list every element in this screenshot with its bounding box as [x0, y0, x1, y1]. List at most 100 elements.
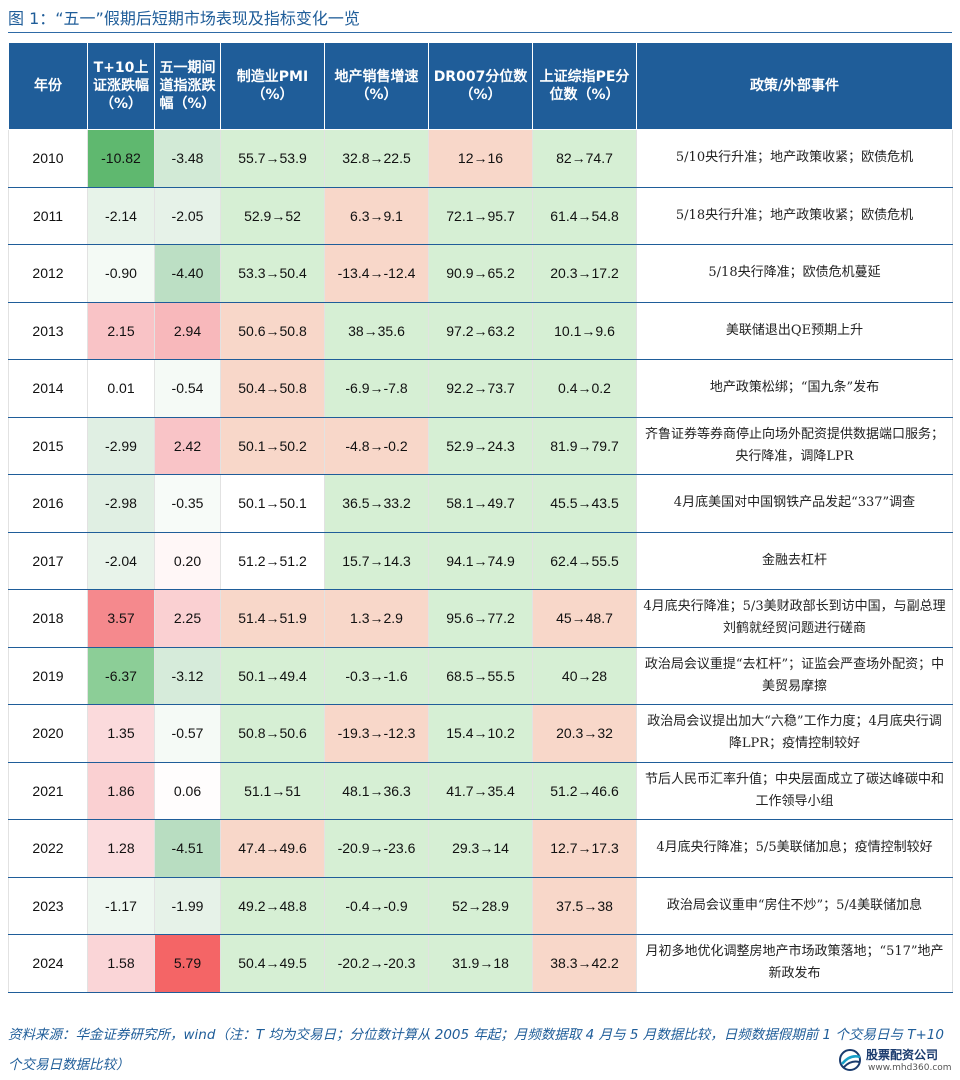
cell-pe: 10.1→9.6 — [532, 301, 637, 360]
cell-t10-return: -6.37 — [87, 646, 155, 705]
cell-realestate-growth: -4.8→-0.2 — [324, 416, 429, 475]
cell-year: 2010 — [8, 129, 88, 188]
cell-realestate-growth: 36.5→33.2 — [324, 474, 429, 533]
cell-year: 2019 — [8, 646, 88, 705]
table-row: 2024 1.58 5.79 50.4→49.5 -20.2→-20.3 31.9→18 3… — [8, 934, 953, 993]
cell-dr007: 90.9→65.2 — [428, 244, 533, 303]
cell-t10-return: 1.86 — [87, 761, 155, 820]
cell-dow-return: 2.94 — [154, 301, 221, 360]
cell-pe: 20.3→32 — [532, 704, 637, 763]
cell-pe: 40→28 — [532, 646, 637, 705]
cell-dow-return: -3.12 — [154, 646, 221, 705]
source-note: 资料来源：华金证券研究所，wind（注：T 均为交易日；分位数计算从 2005 … — [8, 1027, 944, 1073]
table-row: 2013 2.15 2.94 50.6→50.8 38→35.6 97.2→63.2 10.… — [8, 301, 953, 360]
cell-dr007: 58.1→49.7 — [428, 474, 533, 533]
cell-t10-return: 2.15 — [87, 301, 155, 360]
cell-events: 4月底央行降准；5/3美财政部长到访中国，与副总理刘鹤就经贸问题进行磋商 — [636, 589, 953, 648]
cell-pe: 45.5→43.5 — [532, 474, 637, 533]
table-row: 2011 -2.14 -2.05 52.9→52 6.3→9.1 72.1→95.7 61.… — [8, 186, 953, 245]
cell-pmi: 50.8→50.6 — [220, 704, 325, 763]
cell-pe: 37.5→38 — [532, 876, 637, 935]
cell-pmi: 51.2→51.2 — [220, 531, 325, 590]
cell-t10-return: -2.14 — [87, 186, 155, 245]
cell-pmi: 51.1→51 — [220, 761, 325, 820]
cell-dr007: 68.5→55.5 — [428, 646, 533, 705]
header-dow: 五一期间道指涨跌幅（%） — [154, 42, 221, 130]
table-row: 2014 0.01 -0.54 50.4→50.8 -6.9→-7.8 92.2→73.7… — [8, 359, 953, 418]
cell-dow-return: -1.99 — [154, 876, 221, 935]
logo-url: www.mhd360.com — [868, 1063, 952, 1073]
header-year: 年份 — [8, 42, 88, 130]
table-row: 2019 -6.37 -3.12 50.1→49.4 -0.3→-1.6 68.5→55.… — [8, 646, 953, 705]
cell-pmi: 49.2→48.8 — [220, 876, 325, 935]
cell-pmi: 52.9→52 — [220, 186, 325, 245]
cell-dr007: 95.6→77.2 — [428, 589, 533, 648]
cell-year: 2021 — [8, 761, 88, 820]
cell-realestate-growth: -20.9→-23.6 — [324, 819, 429, 878]
cell-year: 2018 — [8, 589, 88, 648]
table-row: 2022 1.28 -4.51 47.4→49.6 -20.9→-23.6 29.3→14… — [8, 819, 953, 878]
header-pe: 上证综指PE分位数（%） — [532, 42, 637, 130]
cell-pmi: 50.4→49.5 — [220, 934, 325, 993]
cell-events: 5/18央行降准；欧债危机蔓延 — [636, 244, 953, 303]
cell-pmi: 55.7→53.9 — [220, 129, 325, 188]
cell-dow-return: -4.51 — [154, 819, 221, 878]
cell-dow-return: 0.20 — [154, 531, 221, 590]
cell-pe: 82→74.7 — [532, 129, 637, 188]
cell-pe: 51.2→46.6 — [532, 761, 637, 820]
cell-realestate-growth: 48.1→36.3 — [324, 761, 429, 820]
cell-realestate-growth: -19.3→-12.3 — [324, 704, 429, 763]
cell-year: 2012 — [8, 244, 88, 303]
table-row: 2018 3.57 2.25 51.4→51.9 1.3→2.9 95.6→77.2 45→… — [8, 589, 953, 648]
cell-realestate-growth: -0.4→-0.9 — [324, 876, 429, 935]
cell-realestate-growth: -20.2→-20.3 — [324, 934, 429, 993]
cell-pe: 45→48.7 — [532, 589, 637, 648]
cell-t10-return: -2.99 — [87, 416, 155, 475]
cell-dr007: 31.9→18 — [428, 934, 533, 993]
cell-pe: 62.4→55.5 — [532, 531, 637, 590]
cell-pmi: 53.3→50.4 — [220, 244, 325, 303]
cell-dr007: 52→28.9 — [428, 876, 533, 935]
cell-pmi: 47.4→49.6 — [220, 819, 325, 878]
cell-pe: 81.9→79.7 — [532, 416, 637, 475]
cell-year: 2017 — [8, 531, 88, 590]
cell-dow-return: -2.05 — [154, 186, 221, 245]
title-divider — [8, 32, 952, 33]
cell-dr007: 29.3→14 — [428, 819, 533, 878]
cell-year: 2022 — [8, 819, 88, 878]
cell-dow-return: -3.48 — [154, 129, 221, 188]
table-row: 2010 -10.82 -3.48 55.7→53.9 32.8→22.5 12→16 82… — [8, 129, 953, 188]
cell-year: 2011 — [8, 186, 88, 245]
page-title: 图 1：“五一”假期后短期市场表现及指标变化一览 — [8, 9, 360, 28]
cell-dow-return: -0.35 — [154, 474, 221, 533]
cell-pe: 38.3→42.2 — [532, 934, 637, 993]
cell-year: 2016 — [8, 474, 88, 533]
header-realestate: 地产销售增速（%） — [324, 42, 429, 130]
cell-t10-return: -0.90 — [87, 244, 155, 303]
cell-realestate-growth: 6.3→9.1 — [324, 186, 429, 245]
table-row: 2023 -1.17 -1.99 49.2→48.8 -0.4→-0.9 52→28.9 3… — [8, 876, 953, 935]
cell-dow-return: 0.06 — [154, 761, 221, 820]
header-dr007: DR007分位数（%） — [428, 42, 533, 130]
cell-pe: 12.7→17.3 — [532, 819, 637, 878]
cell-dow-return: -0.54 — [154, 359, 221, 418]
cell-t10-return: 1.58 — [87, 934, 155, 993]
cell-pmi: 50.1→49.4 — [220, 646, 325, 705]
cell-year: 2023 — [8, 876, 88, 935]
cell-dr007: 15.4→10.2 — [428, 704, 533, 763]
cell-events: 月初多地优化调整房地产市场政策落地；“517”地产新政发布 — [636, 934, 953, 993]
cell-dr007: 94.1→74.9 — [428, 531, 533, 590]
cell-pe: 0.4→0.2 — [532, 359, 637, 418]
market-performance-table: 年份 T+10上证涨跌幅（%） 五一期间道指涨跌幅（%） 制造业PMI（%） 地… — [8, 42, 953, 993]
header-row: 年份 T+10上证涨跌幅（%） 五一期间道指涨跌幅（%） 制造业PMI（%） 地… — [8, 42, 953, 130]
cell-events: 4月底央行降准；5/5美联储加息；疫情控制较好 — [636, 819, 953, 878]
cell-dow-return: -0.57 — [154, 704, 221, 763]
cell-pmi: 50.4→50.8 — [220, 359, 325, 418]
cell-dow-return: 5.79 — [154, 934, 221, 993]
cell-t10-return: -2.04 — [87, 531, 155, 590]
cell-t10-return: 0.01 — [87, 359, 155, 418]
logo-name: 股票配资公司 — [866, 1048, 939, 1062]
cell-events: 金融去杠杆 — [636, 531, 953, 590]
cell-t10-return: -1.17 — [87, 876, 155, 935]
cell-t10-return: 1.35 — [87, 704, 155, 763]
